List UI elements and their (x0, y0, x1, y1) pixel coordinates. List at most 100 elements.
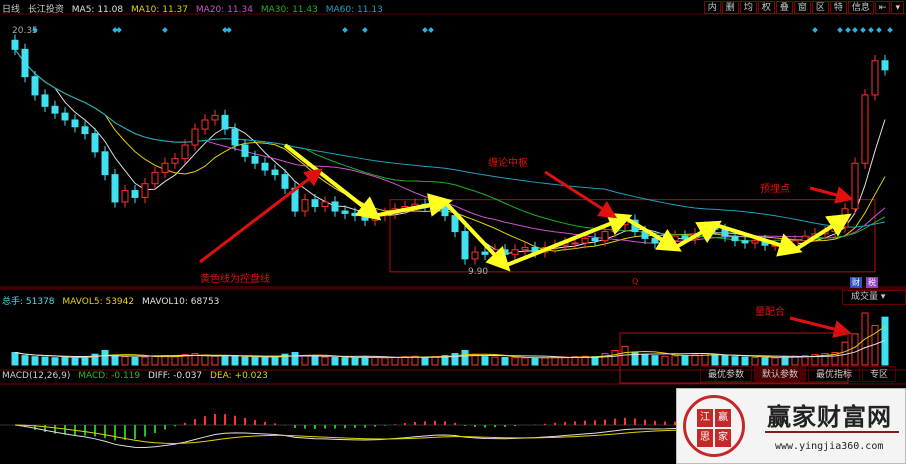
candle-up (141, 183, 149, 198)
candle-down (281, 174, 289, 189)
tab-best-params[interactable]: 最优参数 (700, 366, 753, 382)
candle-up (201, 119, 209, 130)
signal-marker (422, 27, 428, 33)
q-badge: Q (632, 277, 639, 286)
toolbar-button[interactable]: 内 (703, 1, 721, 14)
volume-bar (601, 353, 609, 366)
volume-bar (291, 352, 299, 366)
toolbar-button[interactable]: 均 (739, 1, 757, 14)
toolbar-button[interactable]: 区 (811, 1, 829, 14)
seal-logo: 江赢思家 (683, 395, 745, 457)
candle-down (481, 251, 489, 255)
tab-default-params[interactable]: 默认参数 (754, 366, 807, 382)
candle-down (461, 231, 469, 260)
volume-bar (401, 356, 409, 366)
volume-bar (851, 333, 859, 366)
candle-down (271, 169, 279, 176)
candle-down (31, 76, 39, 96)
control-line-segment (283, 143, 382, 221)
logo-url: www.yingjia360.com (775, 441, 884, 452)
volume-bar (441, 355, 449, 366)
volume-bar (721, 355, 729, 366)
total-volume: 总手: 51378 (2, 297, 55, 307)
candle-up (521, 247, 529, 251)
signal-marker (876, 27, 882, 33)
volume-bar (641, 354, 649, 366)
candle-up (471, 251, 479, 260)
volume-bar (301, 355, 309, 366)
volume-bar (411, 355, 419, 366)
volume-bar (761, 357, 769, 366)
seal-char: 思 (697, 429, 713, 447)
tab-zone[interactable]: 专区 (862, 366, 897, 382)
volume-bar (781, 356, 789, 366)
volume-bar (221, 356, 229, 366)
signal-marker (116, 27, 122, 33)
logo-divider (765, 431, 899, 433)
annotation-arrow (789, 316, 852, 338)
volume-bar (671, 355, 679, 366)
toolbar-button[interactable]: 信息 (847, 1, 874, 14)
volume-bar (151, 355, 159, 366)
candle-down (91, 133, 99, 153)
volume-bar (261, 357, 269, 366)
mavol5-line (14, 325, 886, 359)
candle-up (151, 171, 159, 185)
annotation-arrow (199, 168, 323, 264)
volume-bar (421, 356, 429, 366)
candle-up (581, 237, 589, 244)
volume-bar (171, 356, 179, 366)
volume-bar (131, 357, 139, 366)
indicator-select[interactable]: 成交量 ▾ (842, 290, 906, 305)
volume-bar (431, 356, 439, 366)
annotation-zhongshu: 缠论中枢 (488, 158, 528, 169)
control-line-segment (793, 213, 852, 252)
candle-down (681, 235, 689, 239)
candle-up (511, 249, 519, 255)
volume-bar (91, 353, 99, 366)
candle-down (351, 212, 359, 217)
annotation-control-line: 黄色线为控盘线 (200, 274, 270, 285)
chart-toolbar: 内 删 均 权 叠 窗 区 特 信息 ⇤ ▾ (703, 1, 904, 14)
annotation-arrow (544, 170, 618, 219)
volume-bar (661, 355, 669, 366)
volume-bar (691, 354, 699, 366)
candle-down (11, 39, 19, 50)
stock-name: 长江投资 (27, 5, 64, 15)
volume-bar (511, 357, 519, 366)
volume-header: 总手: 51378 MAVOL5: 53942 MAVOL10: 68753 (2, 294, 224, 307)
tax-badge[interactable]: 税 (866, 277, 878, 288)
volume-bar (61, 357, 69, 366)
y-min-label: 9.90 (468, 267, 488, 277)
annotation-preset-point: 预埋点 (760, 184, 790, 195)
candle-down (81, 126, 89, 135)
candle-down (731, 235, 739, 242)
volume-bar (751, 357, 759, 366)
candle-down (881, 60, 889, 71)
volume-bar (51, 357, 59, 366)
collapse-icon[interactable]: ⇤ (874, 1, 891, 14)
volume-bar (111, 354, 119, 366)
y-max-label: 20.35 (12, 26, 38, 36)
seal-char: 家 (715, 429, 731, 447)
candle-up (121, 190, 129, 203)
signal-marker (428, 27, 434, 33)
signal-marker (837, 27, 843, 33)
volume-bar (251, 357, 259, 366)
toolbar-button[interactable]: 特 (829, 1, 847, 14)
ma10-line (14, 49, 886, 252)
volume-bar (501, 357, 509, 366)
zhongshu-box (389, 199, 876, 273)
ma60-value: MA60: 11.13 (325, 5, 383, 15)
volume-bar (681, 354, 689, 366)
toolbar-button[interactable]: 叠 (775, 1, 793, 14)
candle-down (51, 105, 59, 114)
tab-best-indicator[interactable]: 最优指标 (808, 366, 861, 382)
toolbar-button[interactable]: 删 (721, 1, 739, 14)
finance-badge[interactable]: 财 (850, 277, 862, 288)
dropdown-icon[interactable]: ▾ (891, 1, 904, 14)
toolbar-button[interactable]: 权 (757, 1, 775, 14)
volume-bar (271, 356, 279, 366)
toolbar-button[interactable]: 窗 (793, 1, 811, 14)
